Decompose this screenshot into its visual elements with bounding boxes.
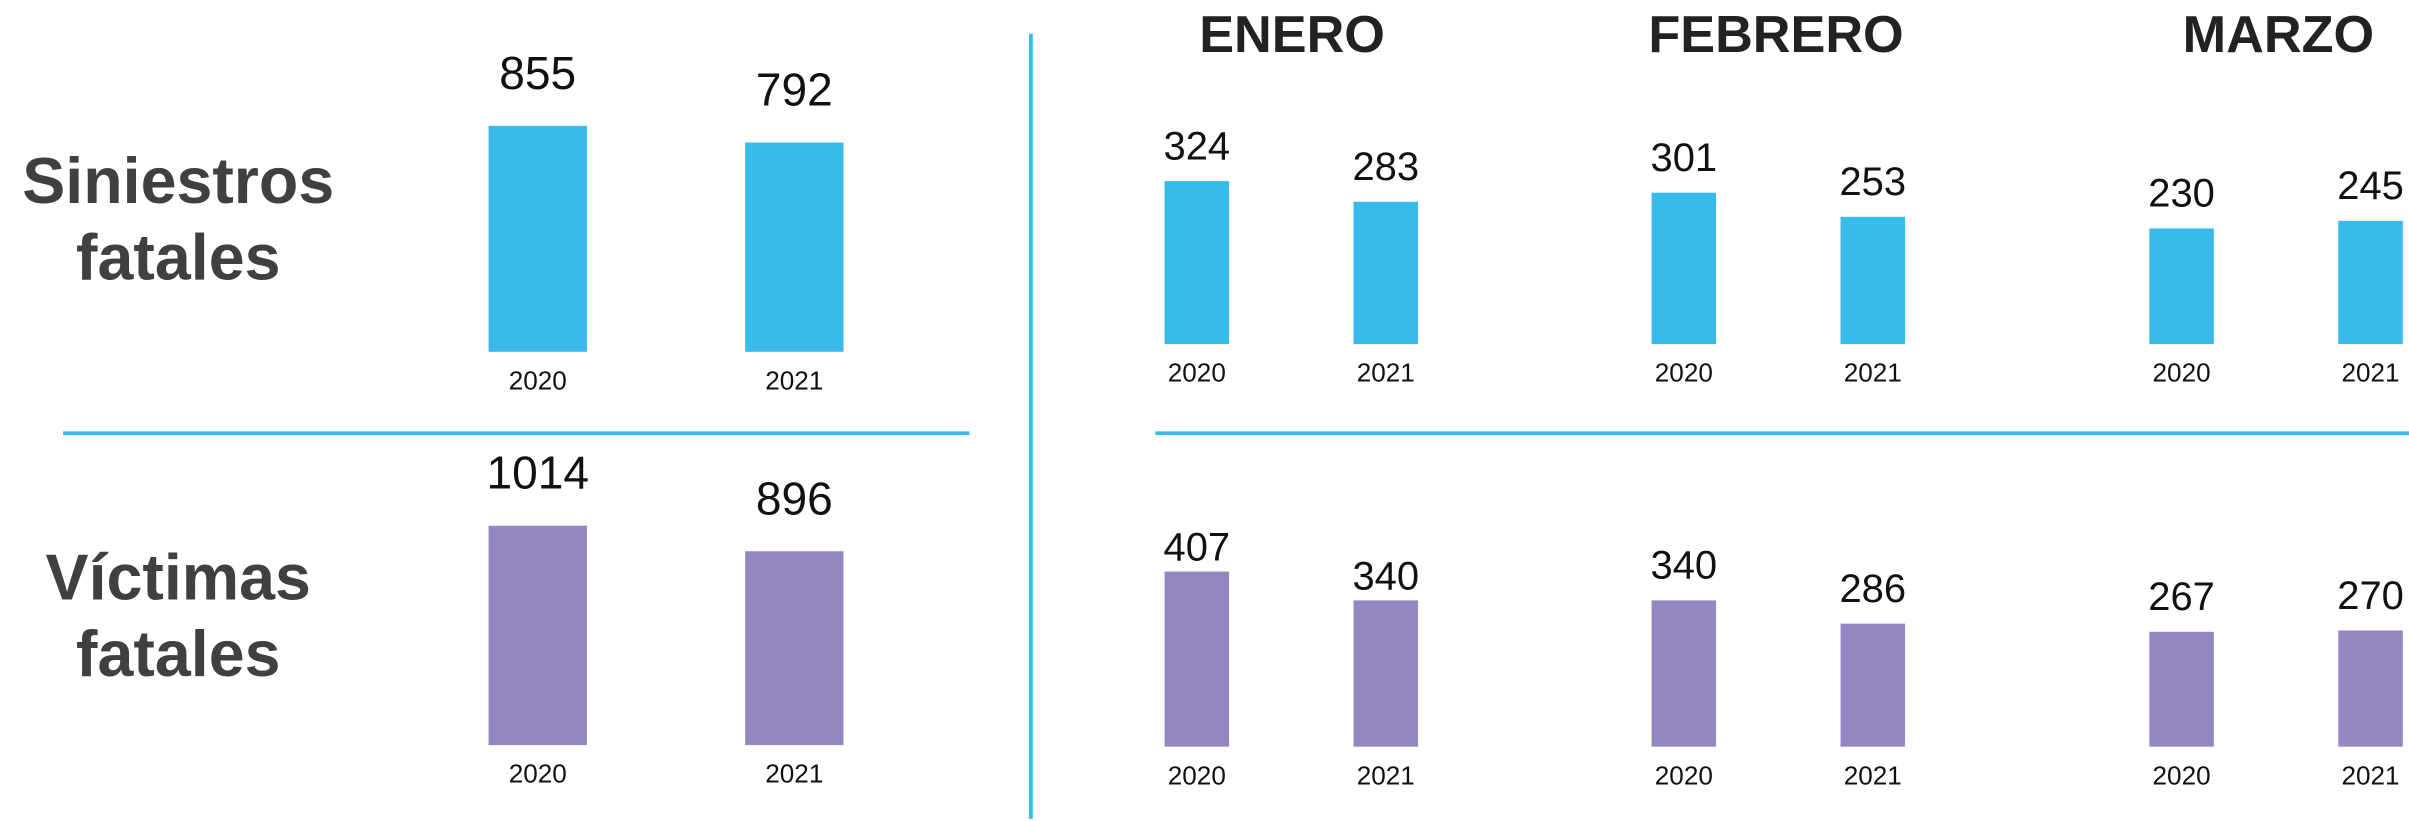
- bar: [1840, 216, 1906, 345]
- bar: [2338, 630, 2403, 747]
- value-label: 230: [2148, 172, 2215, 216]
- bar: [2149, 631, 2214, 747]
- value-label: 792: [756, 64, 833, 116]
- value-label: 267: [2148, 575, 2215, 619]
- x-tick-label: 2020: [1655, 358, 1713, 388]
- bar: [2149, 228, 2214, 345]
- value-label: 301: [1651, 136, 1718, 180]
- value-label: 286: [1839, 567, 1906, 611]
- x-tick-label: 2021: [2342, 358, 2400, 388]
- row-label: Siniestros fatales: [22, 145, 334, 294]
- value-label: 270: [2337, 574, 2404, 618]
- bar: [745, 551, 844, 746]
- x-tick-label: 2020: [2153, 760, 2211, 790]
- x-tick-label: 2021: [1844, 760, 1902, 790]
- row-label: Víctimas fatales: [46, 541, 311, 690]
- x-tick-label: 2020: [509, 759, 567, 789]
- bar: [1651, 600, 1717, 747]
- bar: [1840, 623, 1906, 747]
- value-label: 283: [1352, 145, 1419, 189]
- x-tick-label: 2020: [1168, 358, 1226, 388]
- x-tick-label: 2020: [2153, 358, 2211, 388]
- x-tick-label: 2020: [1168, 760, 1226, 790]
- value-label: 340: [1352, 554, 1419, 598]
- x-tick-label: 2021: [1844, 358, 1902, 388]
- x-tick-label: 2020: [509, 365, 567, 395]
- value-label: 407: [1163, 526, 1230, 570]
- x-tick-label: 2021: [1357, 760, 1415, 790]
- value-label: 245: [2337, 164, 2404, 208]
- value-label: 896: [756, 472, 833, 524]
- month-title: MARZO: [2183, 6, 2374, 64]
- bar: [745, 142, 844, 352]
- x-tick-label: 2020: [1655, 760, 1713, 790]
- x-tick-label: 2021: [765, 759, 823, 789]
- bar: [2338, 220, 2403, 345]
- bar: [488, 125, 587, 352]
- month-title: FEBRERO: [1648, 6, 1903, 64]
- value-label: 855: [499, 47, 576, 99]
- value-label: 340: [1651, 544, 1718, 588]
- bar: [488, 525, 587, 746]
- value-label: 324: [1163, 124, 1230, 168]
- x-tick-label: 2021: [1357, 358, 1415, 388]
- bar: [1353, 201, 1419, 345]
- bar: [1164, 571, 1230, 747]
- x-tick-label: 2021: [2342, 760, 2400, 790]
- x-tick-label: 2021: [765, 365, 823, 395]
- bar: [1164, 181, 1230, 345]
- month-title: ENERO: [1199, 6, 1385, 64]
- value-label: 253: [1839, 160, 1906, 204]
- bar: [1651, 192, 1717, 345]
- bar: [1353, 600, 1419, 747]
- value-label: 1014: [486, 447, 589, 499]
